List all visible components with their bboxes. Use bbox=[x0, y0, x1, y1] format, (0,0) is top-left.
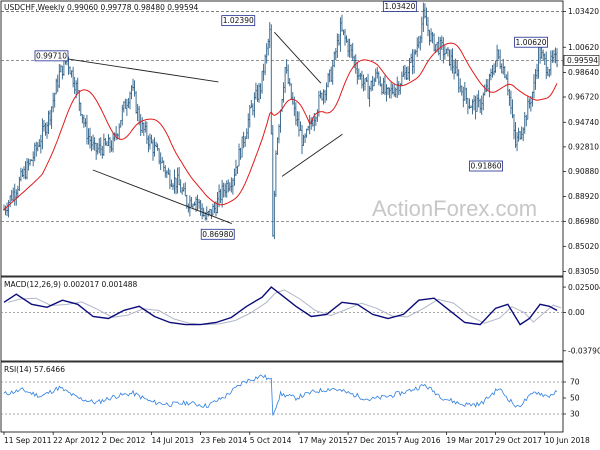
macd-panel-frame bbox=[0, 276, 564, 362]
price-tick-label: 0.83050 bbox=[568, 267, 599, 276]
macd-signal-line bbox=[7, 289, 562, 326]
annotation-label: 0.86980 bbox=[200, 228, 235, 240]
price-tick-label: 0.96720 bbox=[568, 93, 599, 102]
price-bar bbox=[556, 48, 558, 68]
moving-average-line bbox=[3, 42, 558, 210]
x-tick-label: 22 Apr 2012 bbox=[53, 436, 100, 445]
x-tick-label: 7 Aug 2016 bbox=[397, 436, 440, 445]
macd-tick-label: 0.00 bbox=[568, 308, 585, 317]
annotation-text: 1.00620 bbox=[516, 38, 547, 47]
price-tick-label: 0.94740 bbox=[568, 118, 599, 127]
price-tick-label: 0.85020 bbox=[568, 242, 599, 251]
rsi-header: RSI(14) 57.6466 bbox=[4, 365, 65, 374]
macd-line bbox=[3, 286, 558, 326]
macd-tick-label: 0.025004 bbox=[568, 283, 600, 292]
price-tick-label: 1.00620 bbox=[568, 43, 599, 52]
price-tick-label: 0.98640 bbox=[568, 68, 599, 77]
trend-line-lower-1 bbox=[92, 169, 232, 225]
macd-tick-label: -0.037902 bbox=[568, 347, 600, 356]
rsi-line bbox=[3, 374, 558, 416]
rsi-tick-label: 30 bbox=[570, 410, 580, 419]
trend-line-upper-2 bbox=[274, 31, 322, 84]
rsi-tick-label: 50 bbox=[570, 394, 580, 403]
trend-line-upper-1 bbox=[66, 58, 219, 83]
price-tick-label: 0.92810 bbox=[568, 143, 599, 152]
annotation-label: 1.00620 bbox=[514, 36, 548, 48]
annotation-label: 0.99710 bbox=[34, 50, 69, 62]
trend-lines bbox=[66, 31, 343, 225]
price-tick-label: 0.90880 bbox=[568, 167, 599, 176]
x-tick-label: 29 Oct 2017 bbox=[496, 436, 543, 445]
annotation-text: 1.03420 bbox=[384, 2, 415, 11]
symbol-header: USDCHF,Weekly 0.99060 0.99778 0.98480 0.… bbox=[4, 3, 198, 12]
x-tick-label: 10 Jun 2018 bbox=[545, 436, 590, 445]
annotation-label: 0.91860 bbox=[469, 160, 503, 172]
x-tick-label: 17 May 2015 bbox=[299, 436, 348, 445]
rsi-panel-frame bbox=[0, 361, 564, 433]
annotation-label: 1.03420 bbox=[382, 1, 417, 12]
price-tick-label: 0.86980 bbox=[568, 217, 599, 226]
x-tick-label: 19 Mar 2017 bbox=[446, 436, 494, 445]
current-price-tag bbox=[563, 55, 600, 66]
watermark: ActionForex.com bbox=[372, 196, 537, 221]
x-tick-label: 2 Dec 2012 bbox=[102, 436, 145, 445]
annotation-text: 0.86980 bbox=[202, 230, 233, 239]
price-bars bbox=[3, 2, 558, 240]
current-price-label: 0.99594 bbox=[567, 56, 598, 65]
annotation-text: 0.99710 bbox=[36, 51, 67, 60]
macd-header: MACD(12,26,9) 0.002017 0.001488 bbox=[4, 280, 138, 289]
annotation-text: 1.02390 bbox=[223, 16, 254, 25]
annotation-text: 0.91860 bbox=[471, 162, 502, 171]
x-tick-label: 14 Jul 2013 bbox=[151, 436, 194, 445]
price-tick-label: 0.88920 bbox=[568, 192, 599, 201]
price-panel-frame bbox=[0, 0, 564, 277]
trend-line-lower-2 bbox=[281, 133, 343, 177]
x-tick-label: 11 Sep 2011 bbox=[4, 436, 52, 445]
annotation-label: 1.02390 bbox=[221, 15, 256, 27]
price-tick-label: 1.03420 bbox=[568, 7, 599, 16]
x-tick-label: 23 Feb 2014 bbox=[201, 436, 248, 445]
rsi-tick-label: 70 bbox=[570, 378, 580, 387]
x-tick-label: 5 Oct 2014 bbox=[250, 436, 292, 445]
x-tick-label: 27 Dec 2015 bbox=[348, 436, 396, 445]
